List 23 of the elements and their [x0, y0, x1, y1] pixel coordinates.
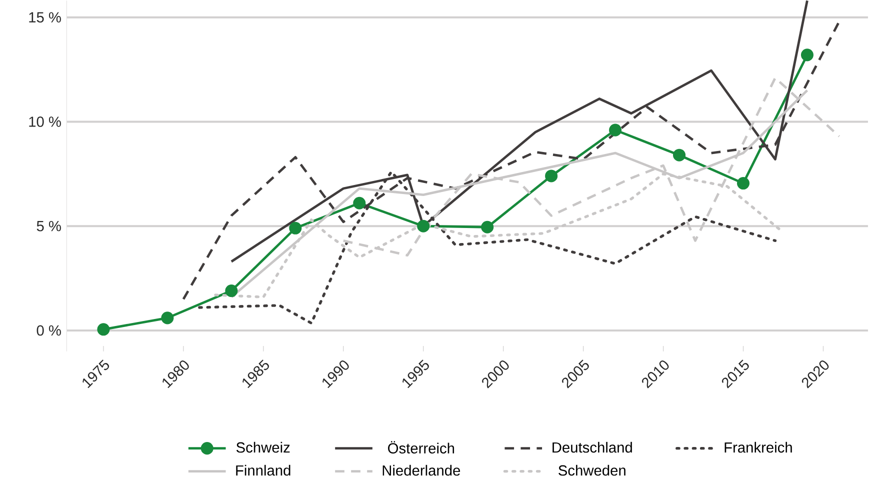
legend-label: Finnland — [236, 464, 290, 476]
point — [545, 170, 558, 182]
y-tick-label: 5 % — [36, 220, 61, 232]
point — [353, 196, 366, 210]
y-tick-label: 0 % — [36, 325, 61, 336]
point — [289, 222, 302, 234]
point — [672, 148, 686, 162]
point — [800, 48, 814, 62]
point — [481, 220, 494, 234]
legend-label: Niederlande — [382, 464, 460, 476]
legend-label: Schweiz — [236, 442, 290, 453]
legend-label: Frankreich — [724, 442, 792, 453]
legend-label: Deutschland — [552, 442, 632, 453]
legend-label: Schweden — [558, 464, 626, 476]
point — [736, 177, 750, 190]
point — [161, 312, 174, 324]
point — [609, 124, 622, 136]
y-tick-label: 15 % — [29, 12, 61, 23]
point — [97, 323, 110, 336]
point — [417, 220, 430, 232]
y-tick-label: 10 % — [29, 116, 61, 127]
legend-label: Österreich — [388, 441, 454, 454]
point — [225, 284, 238, 298]
